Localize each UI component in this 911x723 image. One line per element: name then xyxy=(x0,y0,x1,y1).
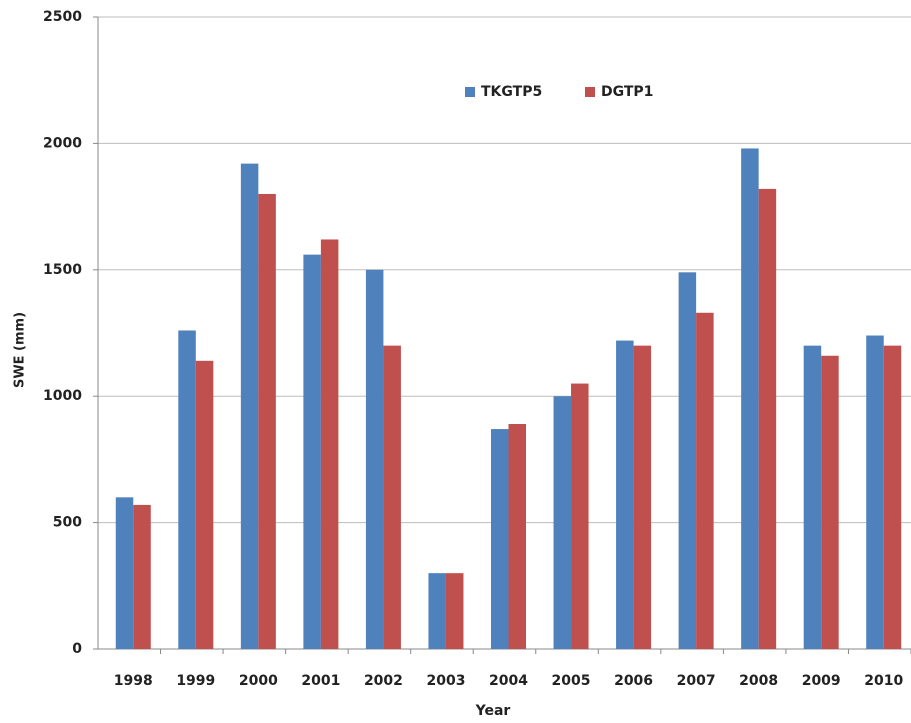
x-tick-label: 2005 xyxy=(552,673,591,689)
bar xyxy=(445,573,464,649)
x-tick-label: 2004 xyxy=(489,673,528,689)
x-tick-label: 1999 xyxy=(176,673,215,689)
y-tick-label: 1500 xyxy=(43,262,82,278)
y-tick-label: 2000 xyxy=(43,135,82,151)
x-tick-label: 2007 xyxy=(677,673,716,689)
x-tick-label: 2003 xyxy=(426,673,465,689)
bar xyxy=(303,254,321,649)
bar xyxy=(320,239,339,650)
bar xyxy=(258,193,276,649)
x-tick-label: 2001 xyxy=(301,673,340,689)
bar xyxy=(365,269,384,649)
y-tick-label: 500 xyxy=(53,515,82,531)
bar xyxy=(741,148,759,649)
y-axis-label: SWE (mm) xyxy=(13,312,28,388)
bar xyxy=(428,573,446,649)
bar xyxy=(178,330,196,649)
legend-label: DGTP1 xyxy=(601,84,653,100)
bar xyxy=(696,312,714,649)
bar xyxy=(553,396,572,649)
x-tick-label: 2009 xyxy=(802,673,841,689)
bar xyxy=(491,429,509,649)
legend-swatch xyxy=(465,87,475,97)
x-tick-label: 2002 xyxy=(364,673,403,689)
bar xyxy=(678,272,697,649)
bar xyxy=(571,383,589,649)
bar xyxy=(508,424,526,649)
bar xyxy=(616,340,634,649)
bar xyxy=(240,163,259,649)
bar xyxy=(866,335,884,649)
bar xyxy=(803,345,822,649)
bar xyxy=(383,345,401,649)
y-tick-label: 0 xyxy=(72,641,82,657)
bar xyxy=(115,497,134,649)
x-tick-label: 2010 xyxy=(864,673,903,689)
bar xyxy=(133,504,151,649)
y-tick-label: 2500 xyxy=(43,9,82,25)
x-axis-label: Year xyxy=(475,703,511,719)
x-tick-label: 2008 xyxy=(739,673,778,689)
legend-swatch xyxy=(585,87,595,97)
bar xyxy=(633,345,652,649)
y-tick-label: 1000 xyxy=(43,388,82,404)
bar xyxy=(821,355,839,649)
bar xyxy=(883,345,902,649)
x-tick-label: 1998 xyxy=(114,673,153,689)
bar xyxy=(195,360,214,649)
legend-label: TKGTP5 xyxy=(481,84,542,100)
bar xyxy=(758,188,777,650)
x-tick-label: 2006 xyxy=(614,673,653,689)
x-tick-label: 2000 xyxy=(239,673,278,689)
